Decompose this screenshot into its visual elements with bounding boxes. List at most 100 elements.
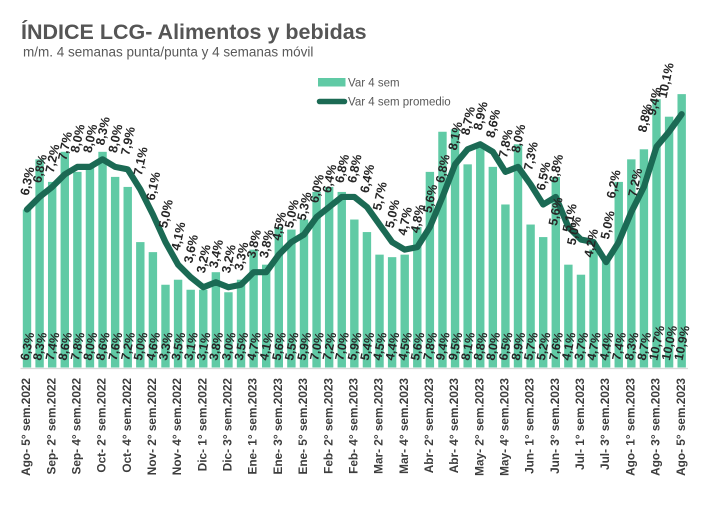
svg-text:7,4%: 7,4%	[609, 331, 629, 362]
svg-text:4,5%: 4,5%	[395, 331, 415, 362]
svg-text:3,2%: 3,2%	[194, 243, 214, 274]
svg-text:3,1%: 3,1%	[181, 331, 201, 362]
svg-text:m/m. 4 semanas punta/punta y 4: m/m. 4 semanas punta/punta y 4 semanas m…	[23, 45, 313, 60]
svg-text:5,6%: 5,6%	[269, 331, 289, 362]
svg-text:6,3%: 6,3%	[18, 331, 38, 362]
svg-text:7,0%: 7,0%	[307, 331, 327, 362]
svg-text:5,0%: 5,0%	[564, 215, 584, 246]
svg-text:5,0%: 5,0%	[383, 198, 403, 229]
svg-text:5,0%: 5,0%	[282, 198, 302, 229]
svg-text:6,8%: 6,8%	[30, 153, 50, 184]
svg-text:5,9%: 5,9%	[345, 331, 365, 362]
svg-text:Sep- 2° sem.2022: Sep- 2° sem.2022	[44, 378, 58, 475]
svg-text:3,5%: 3,5%	[169, 331, 189, 362]
svg-text:3,8%: 3,8%	[207, 331, 227, 362]
svg-text:5,1%: 5,1%	[560, 202, 580, 233]
svg-text:Jul- 3° sem.2023: Jul- 3° sem.2023	[598, 378, 612, 470]
svg-text:Ene- 5° sem.2023: Ene- 5° sem.2023	[296, 378, 310, 475]
svg-text:8,6%: 8,6%	[55, 331, 75, 362]
svg-text:3,0%: 3,0%	[219, 331, 239, 362]
svg-text:5,7%: 5,7%	[521, 331, 541, 362]
svg-text:3,8%: 3,8%	[244, 228, 264, 259]
svg-text:4,1%: 4,1%	[169, 221, 189, 252]
svg-text:5,5%: 5,5%	[282, 331, 302, 362]
svg-text:7,9%: 7,9%	[118, 125, 138, 156]
svg-text:8,3%: 8,3%	[30, 331, 50, 362]
svg-text:4,1%: 4,1%	[559, 331, 579, 362]
svg-text:8,0%: 8,0%	[484, 331, 504, 362]
svg-text:8,7%: 8,7%	[635, 331, 655, 362]
svg-text:8,8%: 8,8%	[471, 331, 491, 362]
svg-text:6,8%: 6,8%	[332, 153, 352, 184]
svg-text:8,0%: 8,0%	[81, 331, 101, 362]
svg-text:8,7%: 8,7%	[458, 105, 478, 136]
svg-text:4,4%: 4,4%	[597, 331, 617, 362]
svg-text:9,4%: 9,4%	[645, 86, 665, 117]
svg-text:4,6%: 4,6%	[144, 331, 164, 362]
svg-text:3,7%: 3,7%	[572, 331, 592, 362]
svg-text:Var 4 sem promedio: Var 4 sem promedio	[348, 97, 451, 109]
svg-text:4,5%: 4,5%	[269, 211, 289, 242]
svg-text:7,7%: 7,7%	[55, 131, 75, 162]
svg-text:8,1%: 8,1%	[458, 331, 478, 362]
svg-text:3,3%: 3,3%	[232, 241, 252, 272]
svg-text:6,5%: 6,5%	[496, 331, 516, 362]
svg-text:Jul- 1° sem.2023: Jul- 1° sem.2023	[573, 378, 587, 470]
svg-text:3,1%: 3,1%	[194, 331, 214, 362]
svg-text:8,0%: 8,0%	[509, 123, 529, 154]
svg-text:Abr- 2° sem.2023: Abr- 2° sem.2023	[422, 378, 436, 474]
svg-text:May- 2° sem.2023: May- 2° sem.2023	[472, 378, 486, 476]
svg-text:7,4%: 7,4%	[43, 331, 63, 362]
svg-text:5,0%: 5,0%	[131, 331, 151, 362]
svg-text:Dic- 1° sem.2022: Dic- 1° sem.2022	[195, 378, 209, 472]
svg-text:5,9%: 5,9%	[295, 331, 315, 362]
svg-text:7,6%: 7,6%	[106, 331, 126, 362]
svg-text:ÍNDICE LCG- Alimentos y bebida: ÍNDICE LCG- Alimentos y bebidas	[21, 19, 367, 44]
svg-text:4,7%: 4,7%	[244, 331, 264, 362]
svg-text:Jun- 3° sem.2023: Jun- 3° sem.2023	[548, 378, 562, 474]
svg-text:Ene- 3° sem.2023: Ene- 3° sem.2023	[271, 378, 285, 475]
svg-text:4,4%: 4,4%	[383, 331, 403, 362]
svg-text:Ago- 5° sem.2023: Ago- 5° sem.2023	[674, 378, 688, 476]
svg-text:5,0%: 5,0%	[156, 198, 176, 229]
svg-text:7,2%: 7,2%	[626, 167, 646, 198]
svg-text:6,8%: 6,8%	[433, 153, 453, 184]
svg-text:4,2%: 4,2%	[582, 228, 602, 259]
svg-text:May- 4° sem.2023: May- 4° sem.2023	[498, 378, 512, 476]
svg-text:6,2%: 6,2%	[604, 169, 624, 200]
svg-text:Var 4 sem: Var 4 sem	[348, 78, 400, 90]
svg-text:9,4%: 9,4%	[433, 331, 453, 362]
svg-text:6,5%: 6,5%	[534, 161, 554, 192]
svg-text:6,8%: 6,8%	[546, 153, 566, 184]
svg-text:5,6%: 5,6%	[546, 196, 566, 227]
svg-text:3,4%: 3,4%	[207, 238, 227, 269]
svg-text:5,7%: 5,7%	[370, 181, 390, 212]
svg-text:7,2%: 7,2%	[118, 331, 138, 362]
svg-text:Feb- 4° sem.2023: Feb- 4° sem.2023	[346, 378, 360, 474]
svg-text:4,7%: 4,7%	[395, 206, 415, 237]
svg-text:8,1%: 8,1%	[446, 120, 466, 151]
svg-text:Ago- 5° sem.2022: Ago- 5° sem.2022	[19, 378, 33, 476]
svg-text:7,1%: 7,1%	[131, 146, 151, 177]
svg-text:5,3%: 5,3%	[295, 191, 315, 222]
svg-text:5,2%: 5,2%	[534, 331, 554, 362]
svg-text:Mar- 2° sem.2023: Mar- 2° sem.2023	[372, 378, 386, 474]
svg-text:7,3%: 7,3%	[521, 141, 541, 172]
svg-text:8,0%: 8,0%	[106, 123, 126, 154]
svg-text:7,2%: 7,2%	[320, 331, 340, 362]
svg-text:8,8%: 8,8%	[635, 103, 655, 134]
svg-text:6,1%: 6,1%	[144, 171, 164, 202]
svg-text:4,5%: 4,5%	[370, 331, 390, 362]
svg-text:5,4%: 5,4%	[358, 331, 378, 362]
svg-text:4,7%: 4,7%	[584, 331, 604, 362]
svg-text:7,6%: 7,6%	[546, 331, 566, 362]
svg-text:Feb- 2° sem.2023: Feb- 2° sem.2023	[321, 378, 335, 474]
svg-text:3,3%: 3,3%	[156, 331, 176, 362]
svg-text:6,0%: 6,0%	[307, 173, 327, 204]
svg-text:7,2%: 7,2%	[43, 143, 63, 174]
svg-text:Jun- 1° sem.2023: Jun- 1° sem.2023	[523, 378, 537, 474]
svg-text:3,6%: 3,6%	[181, 233, 201, 264]
svg-text:8,3%: 8,3%	[622, 331, 642, 362]
svg-text:Nov- 2° sem.2022: Nov- 2° sem.2022	[145, 378, 159, 476]
svg-text:7,0%: 7,0%	[332, 331, 352, 362]
